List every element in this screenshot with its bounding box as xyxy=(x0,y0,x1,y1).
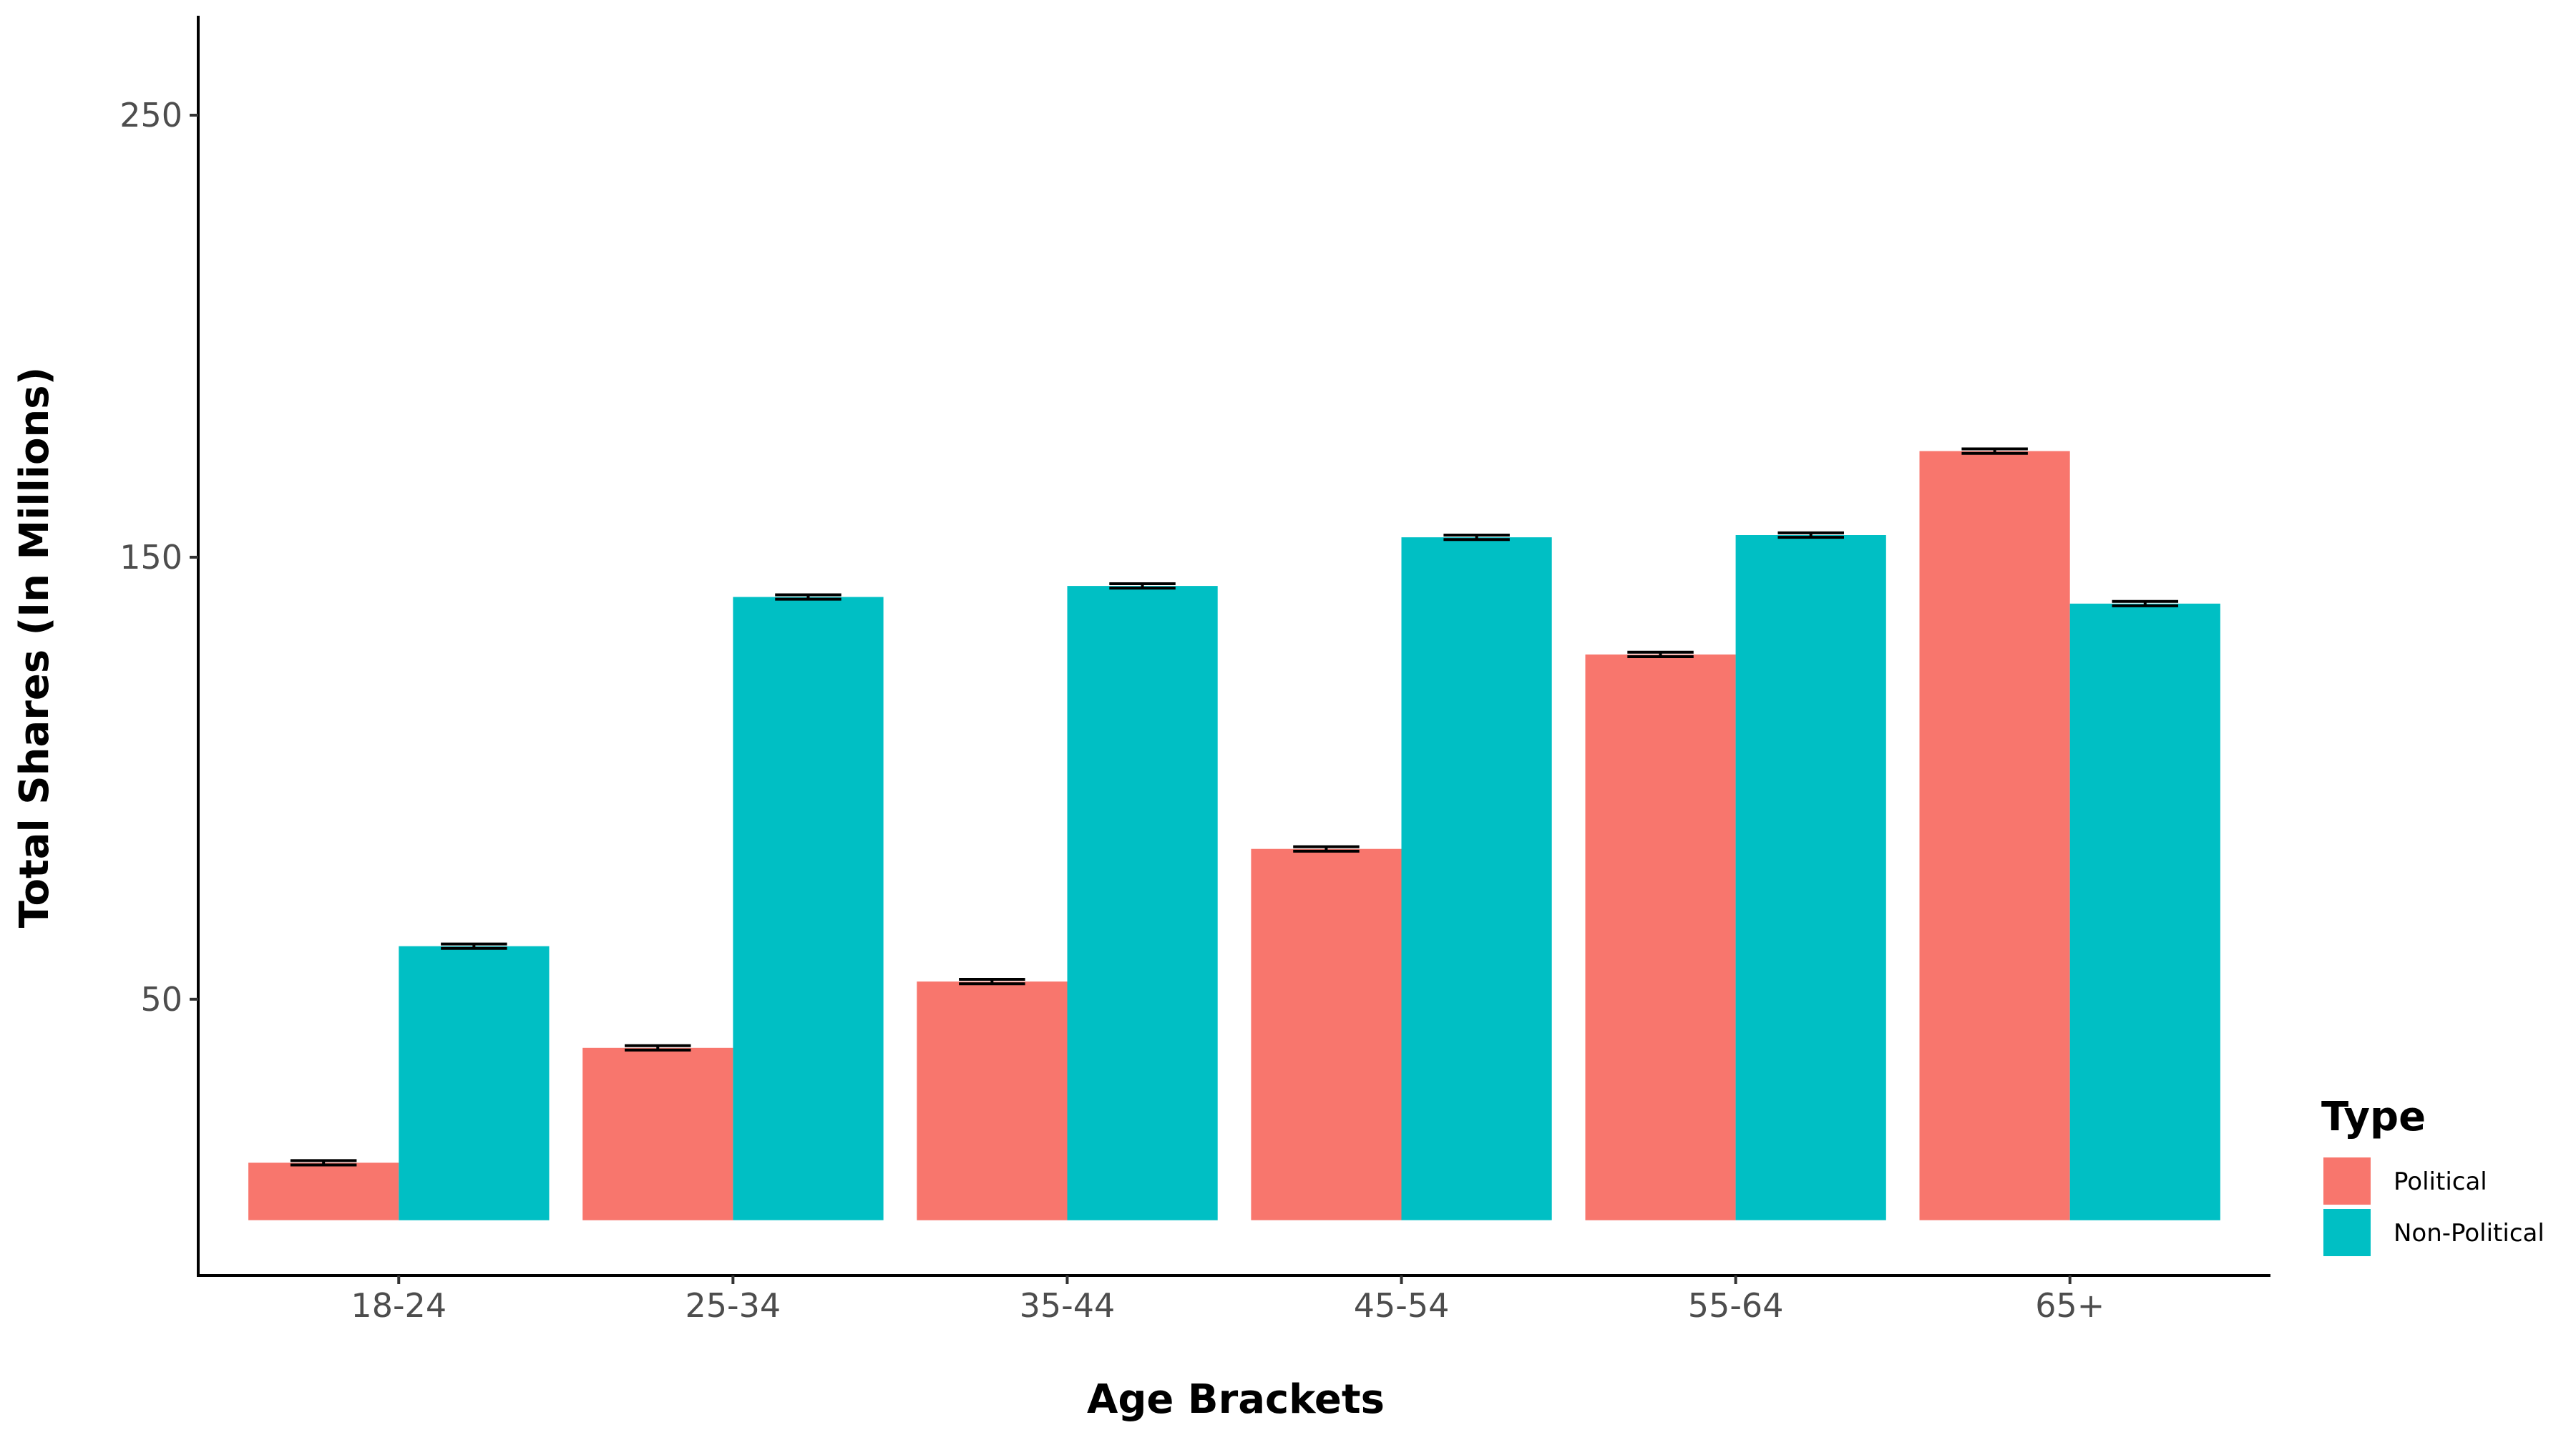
legend-items: Political Non-Political xyxy=(2323,1157,2545,1256)
legend-title: Type xyxy=(2321,1094,2426,1140)
error-bar-political-45-54 xyxy=(1293,845,1360,853)
bar-non-political-65+ xyxy=(2069,603,2220,1220)
y-tick-label-150: 150 xyxy=(119,538,182,577)
bar-political-45-54 xyxy=(1251,848,1402,1220)
bar-political-18-24 xyxy=(248,1162,399,1220)
error-bar-non-political-65+ xyxy=(2112,599,2179,607)
bar-non-political-35-44 xyxy=(1067,586,1218,1220)
legend: Type Political Non-Political xyxy=(2321,1094,2545,1256)
bars-layer xyxy=(248,451,2220,1220)
x-axis-ticks: 18-24 25-34 35-44 45-54 55-64 65+ xyxy=(351,1275,2104,1325)
bar-political-65+ xyxy=(1919,451,2070,1220)
y-tick-label-50: 50 xyxy=(140,980,182,1019)
error-bar-political-35-44 xyxy=(959,978,1025,986)
bar-non-political-25-34 xyxy=(733,597,884,1220)
legend-swatch-political xyxy=(2323,1157,2371,1205)
bar-political-35-44 xyxy=(917,981,1068,1220)
legend-swatch-non-political xyxy=(2323,1209,2371,1256)
bar-non-political-55-64 xyxy=(1735,535,1886,1220)
error-bars-layer xyxy=(290,447,2179,1167)
y-tick-label-250: 250 xyxy=(119,96,182,134)
error-bar-political-55-64 xyxy=(1627,650,1694,658)
error-bar-political-65+ xyxy=(1961,447,2028,455)
x-tick-label-55-64: 55-64 xyxy=(1688,1286,1784,1325)
x-tick-label-45-54: 45-54 xyxy=(1354,1286,1450,1325)
y-axis-title: Total Shares (In Millions) xyxy=(11,367,58,928)
error-bar-non-political-55-64 xyxy=(1777,531,1844,539)
bar-political-25-34 xyxy=(582,1047,733,1220)
error-bar-non-political-45-54 xyxy=(1443,534,1510,542)
error-bar-non-political-35-44 xyxy=(1109,582,1176,590)
bar-non-political-18-24 xyxy=(399,946,550,1220)
legend-label-non-political: Non-Political xyxy=(2394,1219,2545,1248)
y-axis-ticks: 50 150 250 xyxy=(119,96,198,1019)
x-tick-label-18-24: 18-24 xyxy=(351,1286,447,1325)
error-bar-non-political-25-34 xyxy=(775,593,841,601)
x-tick-label-25-34: 25-34 xyxy=(686,1286,781,1325)
bar-political-55-64 xyxy=(1585,654,1736,1220)
x-tick-label-65+: 65+ xyxy=(2035,1286,2104,1325)
x-axis-title: Age Brackets xyxy=(1087,1376,1385,1423)
x-tick-label-35-44: 35-44 xyxy=(1020,1286,1116,1325)
error-bar-non-political-18-24 xyxy=(441,942,507,950)
bar-non-political-45-54 xyxy=(1401,537,1552,1220)
error-bar-political-25-34 xyxy=(625,1044,691,1052)
legend-label-political: Political xyxy=(2394,1167,2487,1196)
error-bar-political-18-24 xyxy=(290,1159,357,1167)
